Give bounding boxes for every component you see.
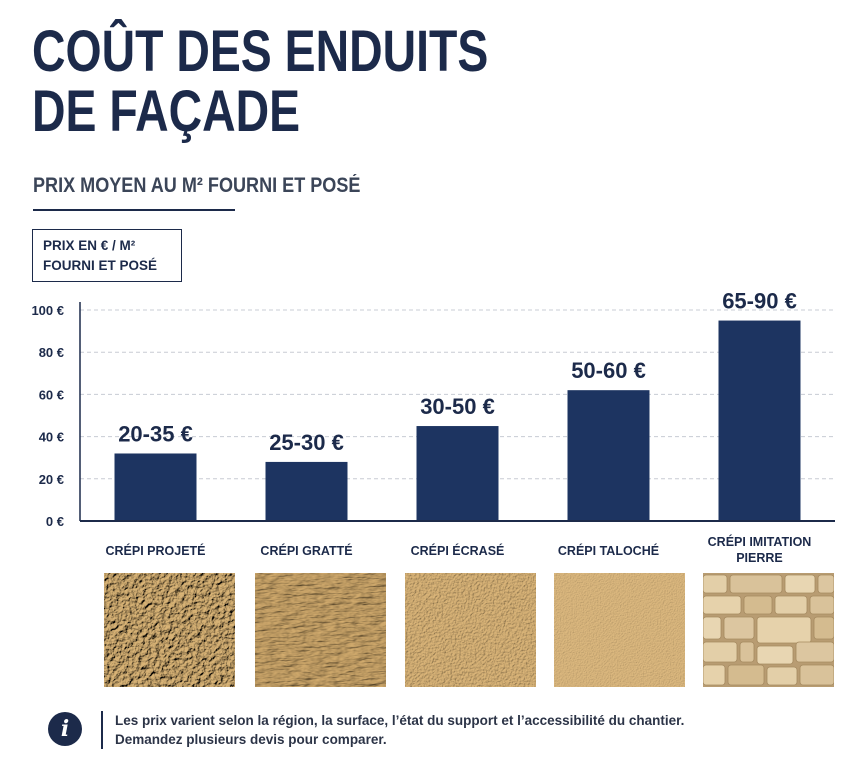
- x-category-label: PIERRE: [736, 551, 783, 565]
- x-category-label: CRÉPI ÉCRASÉ: [411, 543, 505, 558]
- x-category-label: CRÉPI PROJETÉ: [105, 543, 205, 558]
- x-category-label: CRÉPI GRATTÉ: [260, 543, 352, 558]
- texture-crepi-imitation-pierre: [703, 573, 834, 687]
- info-separator: [101, 711, 103, 749]
- info-note-line-2: Demandez plusieurs devis pour comparer.: [115, 732, 387, 747]
- texture-crepi-ecrase: [405, 573, 536, 687]
- unit-line-2: FOURNI ET POSÉ: [43, 258, 158, 273]
- data-label: 30-50 €: [420, 394, 495, 419]
- info-note-line-1: Les prix varient selon la région, la sur…: [115, 713, 685, 728]
- unit-line-1: PRIX EN € / M²: [43, 238, 136, 253]
- texture-crepi-taloche: [554, 573, 685, 687]
- y-tick-label: 80 €: [39, 345, 64, 360]
- y-tick-label: 60 €: [39, 387, 64, 402]
- texture-crepi-gratte: [255, 573, 386, 687]
- info-icon: i: [48, 712, 82, 746]
- y-tick-label: 0 €: [46, 514, 64, 529]
- y-tick-label: 20 €: [39, 472, 64, 487]
- bar: [114, 453, 197, 521]
- y-tick-label: 100 €: [31, 303, 64, 318]
- data-label: 25-30 €: [269, 430, 344, 455]
- title-line-1: COÛT DES ENDUITS: [32, 19, 489, 84]
- bar: [416, 426, 499, 521]
- bar: [265, 461, 348, 521]
- y-tick-label: 40 €: [39, 430, 64, 445]
- title-line-2: DE FAÇADE: [32, 79, 301, 144]
- data-label: 20-35 €: [118, 421, 193, 446]
- bar: [567, 390, 650, 521]
- data-label: 50-60 €: [571, 358, 646, 383]
- info-note: Les prix varient selon la région, la sur…: [115, 711, 684, 749]
- unit-box: PRIX EN € / M² FOURNI ET POSÉ: [32, 229, 182, 282]
- title-underline: [33, 209, 235, 211]
- bar: [718, 320, 801, 521]
- x-category-label: CRÉPI IMITATION: [708, 534, 812, 549]
- page-title: COÛT DES ENDUITS DE FAÇADE: [32, 22, 488, 142]
- page-subtitle: PRIX MOYEN AU M² FOURNI ET POSÉ: [33, 174, 361, 197]
- data-label: 65-90 €: [722, 289, 797, 314]
- texture-crepi-projete: [104, 573, 235, 687]
- x-category-label: CRÉPI TALOCHÉ: [558, 543, 659, 558]
